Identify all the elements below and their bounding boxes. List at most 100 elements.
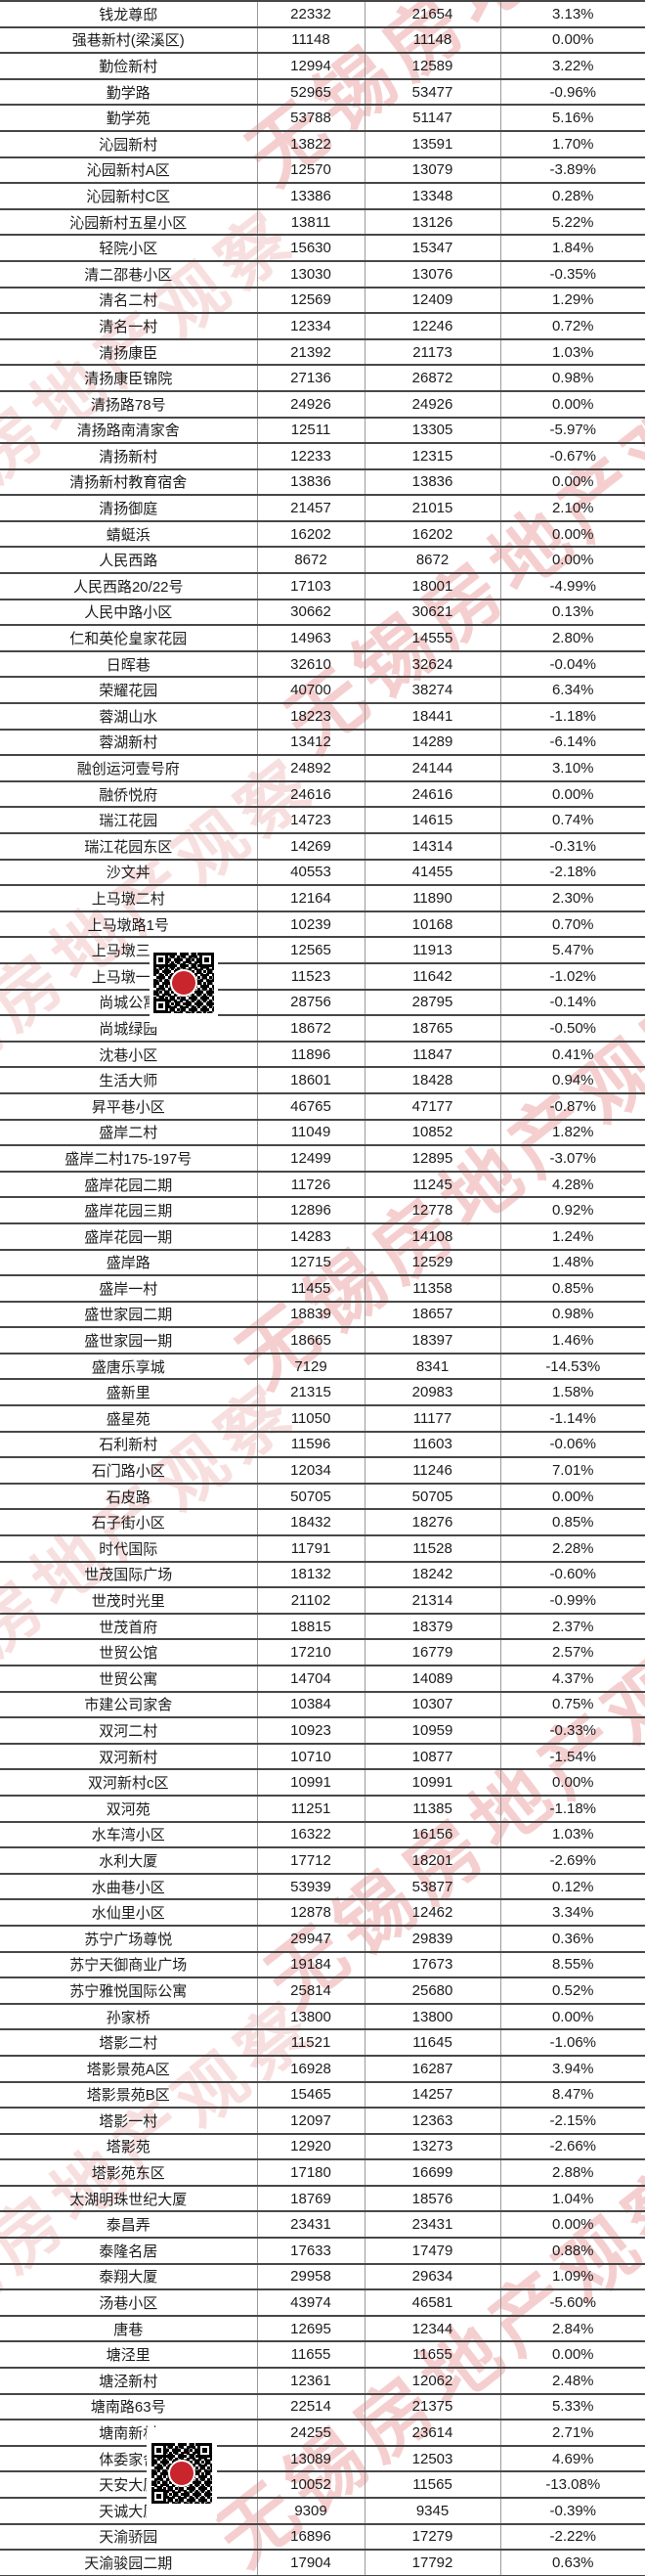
qr-code (147, 2427, 217, 2519)
price-previous-cell: 16156 (364, 1820, 500, 1849)
price-previous-cell: 12895 (364, 1144, 500, 1173)
community-name-cell: 尚城绿园 (0, 1014, 257, 1043)
community-name-cell: 苏宁雅悦国际公寓 (0, 1976, 257, 2005)
community-name-cell: 清二邵巷小区 (0, 259, 257, 289)
community-name-cell: 泰翔大厦 (0, 2262, 257, 2291)
change-percent-cell: -5.97% (499, 416, 645, 445)
table-row: 苏宁广场尊悦 29947 29839 0.36% (0, 1924, 645, 1953)
price-current-cell: 11726 (256, 1170, 365, 1199)
change-percent-cell: 1.09% (499, 2262, 645, 2291)
price-previous-cell: 13348 (364, 182, 500, 210)
community-name-cell: 融侨悦府 (0, 779, 257, 809)
table-row: 塔影一村 12097 12363 -2.15% (0, 2107, 645, 2135)
change-percent-cell: -0.04% (499, 649, 645, 679)
community-name-cell: 水曲巷小区 (0, 1872, 257, 1901)
table-row: 盛岸二村175-197号 12499 12895 -3.07% (0, 1144, 645, 1173)
price-previous-cell: 11642 (364, 961, 500, 991)
price-current-cell: 13800 (256, 2002, 365, 2031)
community-name-cell: 盛世家园一期 (0, 1326, 257, 1355)
community-name-cell: 塔影一村 (0, 2107, 257, 2135)
price-current-cell: 17633 (256, 2237, 365, 2265)
table-row: 上马墩路1号 10239 10168 0.70% (0, 910, 645, 939)
change-percent-cell: 0.00% (499, 389, 645, 419)
change-percent-cell: 2.88% (499, 2158, 645, 2187)
community-name-cell: 盛新里 (0, 1378, 257, 1407)
community-name-cell: 瑞江花园 (0, 806, 257, 834)
table-row: 天诚大厦 9309 9345 -0.39% (0, 2497, 645, 2525)
community-name-cell: 盛岸一村 (0, 1274, 257, 1303)
price-current-cell: 12233 (256, 442, 365, 470)
price-previous-cell: 11913 (364, 936, 500, 964)
price-current-cell: 14963 (256, 624, 365, 652)
table-row: 太湖明珠世纪大厦 18769 18576 1.04% (0, 2184, 645, 2213)
price-previous-cell: 13273 (364, 2132, 500, 2161)
community-name-cell: 盛岸花园三期 (0, 1196, 257, 1224)
table-row: 双河苑 11251 11385 -1.18% (0, 1794, 645, 1823)
price-previous-cell: 10959 (364, 1716, 500, 1745)
price-current-cell: 21457 (256, 494, 365, 522)
table-row: 石皮路 50705 50705 0.00% (0, 1482, 645, 1511)
price-current-cell: 22514 (256, 2392, 365, 2421)
price-previous-cell: 25680 (364, 1976, 500, 2005)
community-name-cell: 钱龙尊邸 (0, 0, 257, 28)
price-previous-cell: 14555 (364, 624, 500, 652)
table-row: 泰昌弄 23431 23431 0.00% (0, 2210, 645, 2240)
price-previous-cell: 11645 (364, 2028, 500, 2057)
community-name-cell: 世贸公馆 (0, 1638, 257, 1666)
table-row: 世茂时光里 21102 21314 -0.99% (0, 1586, 645, 1615)
change-percent-cell: 0.12% (499, 1872, 645, 1901)
price-current-cell: 11148 (256, 25, 365, 55)
price-current-cell: 16928 (256, 2054, 365, 2083)
table-row: 盛岸路 12715 12529 1.48% (0, 1248, 645, 1277)
price-previous-cell: 11246 (364, 1456, 500, 1485)
price-current-cell: 11596 (256, 1430, 365, 1459)
price-previous-cell: 13305 (364, 416, 500, 445)
table-row: 沈巷小区 11896 11847 0.41% (0, 1040, 645, 1069)
change-percent-cell: 1.04% (499, 2184, 645, 2213)
table-row: 人民中路小区 30662 30621 0.13% (0, 598, 645, 627)
table-row: 盛岸花园三期 12896 12778 0.92% (0, 1196, 645, 1224)
price-previous-cell: 13076 (364, 259, 500, 289)
community-name-cell: 水利大厦 (0, 1846, 257, 1875)
price-current-cell: 12334 (256, 312, 365, 340)
table-row: 塔影二村 11521 11645 -1.06% (0, 2028, 645, 2057)
price-current-cell: 14723 (256, 806, 365, 834)
change-percent-cell: 2.48% (499, 2367, 645, 2395)
price-previous-cell: 14314 (364, 832, 500, 861)
table-row: 唐巷 12695 12344 2.84% (0, 2314, 645, 2343)
price-current-cell: 21392 (256, 337, 365, 367)
change-percent-cell: 1.46% (499, 1326, 645, 1355)
community-name-cell: 水车湾小区 (0, 1820, 257, 1849)
price-current-cell: 8672 (256, 546, 365, 575)
price-current-cell: 12715 (256, 1248, 365, 1277)
table-row: 日晖巷 32610 32624 -0.04% (0, 649, 645, 679)
community-name-cell: 盛岸二村175-197号 (0, 1144, 257, 1173)
table-row: 仁和英伦皇家花园 14963 14555 2.80% (0, 624, 645, 652)
community-name-cell: 沁园新村A区 (0, 155, 257, 185)
price-current-cell: 18432 (256, 1508, 365, 1537)
price-current-cell: 12695 (256, 2314, 365, 2343)
price-previous-cell: 18441 (364, 702, 500, 731)
qr-center-seal-icon (170, 969, 197, 997)
change-percent-cell: -0.14% (499, 988, 645, 1017)
price-current-cell: 12570 (256, 155, 365, 185)
price-previous-cell: 26872 (364, 364, 500, 392)
price-current-cell: 11655 (256, 2340, 365, 2370)
change-percent-cell: 2.30% (499, 884, 645, 912)
community-name-cell: 天渝骏园二期 (0, 2549, 257, 2576)
price-current-cell: 13412 (256, 728, 365, 757)
price-current-cell: 27136 (256, 364, 365, 392)
community-name-cell: 清扬康臣锦院 (0, 364, 257, 392)
community-name-cell: 苏宁天御商业广场 (0, 1950, 257, 1979)
price-previous-cell: 53477 (364, 77, 500, 107)
change-percent-cell: -0.35% (499, 259, 645, 289)
community-name-cell: 太湖明珠世纪大厦 (0, 2184, 257, 2213)
community-name-cell: 盛唐乐享城 (0, 1352, 257, 1381)
price-previous-cell: 32624 (364, 649, 500, 679)
community-name-cell: 清名一村 (0, 312, 257, 340)
price-current-cell: 22332 (256, 0, 365, 28)
price-current-cell: 11521 (256, 2028, 365, 2057)
price-previous-cell: 14089 (364, 1665, 500, 1693)
change-percent-cell: 8.47% (499, 2080, 645, 2110)
price-current-cell: 13030 (256, 259, 365, 289)
